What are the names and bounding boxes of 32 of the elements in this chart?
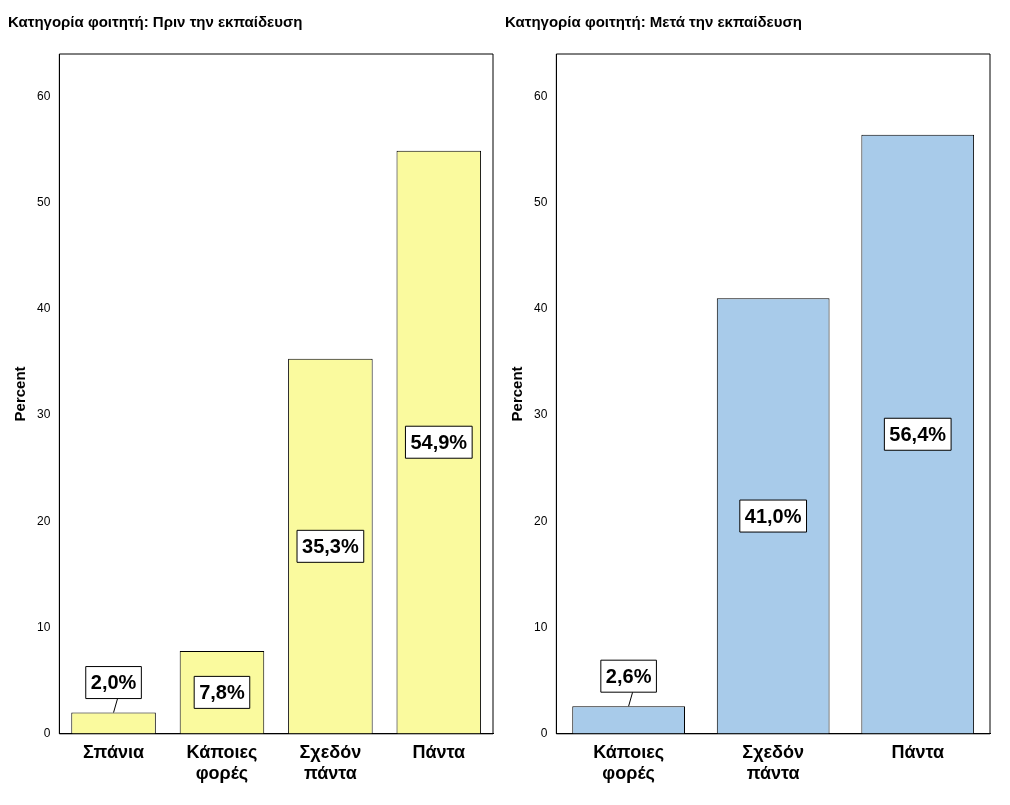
data-label: 41,0% xyxy=(744,504,802,527)
data-label: 35,3% xyxy=(302,534,359,557)
x-tick-label: Σπάνια xyxy=(83,741,145,762)
y-tick-label: 60 xyxy=(533,88,548,103)
y-tick-label: 40 xyxy=(533,301,548,316)
x-tick-label: Πάντα xyxy=(412,741,466,762)
y-axis-title: Percent xyxy=(11,366,29,422)
chart-title: Κατηγορία φοιτητή: Πριν την εκπαίδευση xyxy=(8,13,303,31)
y-tick-label: 30 xyxy=(36,407,51,422)
y-tick-label: 20 xyxy=(533,513,548,528)
y-tick-label: 20 xyxy=(36,513,51,528)
y-tick-label: 50 xyxy=(36,195,51,210)
y-tick-label: 40 xyxy=(36,301,51,316)
y-tick-label: 50 xyxy=(533,195,548,210)
y-axis-title: Percent xyxy=(508,366,526,422)
y-tick-label: 30 xyxy=(533,407,548,422)
y-tick-label: 10 xyxy=(36,619,51,634)
y-tick-label: 10 xyxy=(533,619,548,634)
data-label: 54,9% xyxy=(410,430,468,453)
data-label: 2,0% xyxy=(90,671,137,694)
x-tick-label: Κάποιες φορές xyxy=(593,741,665,784)
x-tick-label: Σχεδόν πάντα xyxy=(299,741,362,784)
data-label: 56,4% xyxy=(889,422,947,445)
data-label: 2,6% xyxy=(605,664,652,687)
data-label: 7,8% xyxy=(199,680,245,703)
chart-title: Κατηγορία φοιτητή: Μετά την εκπαίδευση xyxy=(505,13,802,31)
x-tick-label: Σχεδόν πάντα xyxy=(742,741,804,784)
y-tick-label: 0 xyxy=(540,726,548,741)
y-tick-label: 60 xyxy=(36,88,51,103)
x-tick-label: Κάποιες φορές xyxy=(186,741,258,784)
x-tick-label: Πάντα xyxy=(891,741,945,762)
y-tick-label: 0 xyxy=(43,726,51,741)
